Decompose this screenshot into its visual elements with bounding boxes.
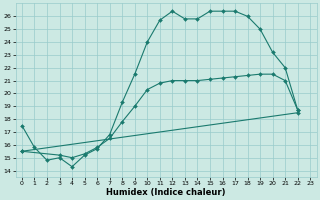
X-axis label: Humidex (Indice chaleur): Humidex (Indice chaleur) — [106, 188, 226, 197]
